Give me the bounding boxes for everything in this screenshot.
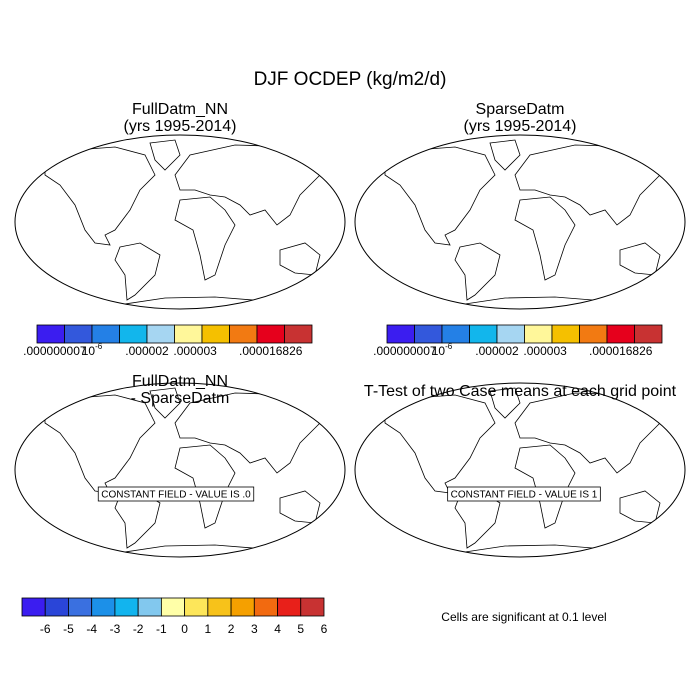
panel-title: FullDatm_NN — [132, 373, 228, 390]
colorbar-box — [119, 324, 148, 344]
colorbar-label: 5 — [297, 622, 304, 636]
colorbar-box — [253, 597, 278, 617]
colorbar-box — [300, 597, 325, 617]
colorbar-box — [44, 597, 69, 617]
colorbar-label: 3 — [251, 622, 258, 636]
panel-title: FullDatm_NN — [132, 101, 228, 118]
colorbar-label: .000000007 — [23, 344, 87, 358]
panel-title: (yrs 1995-2014) — [124, 118, 237, 135]
colorbar-label: -2 — [133, 622, 144, 636]
colorbar-box — [146, 324, 175, 344]
colorbar-box — [91, 597, 116, 617]
colorbar-box — [551, 324, 580, 344]
map — [355, 383, 685, 557]
colorbar-box — [284, 324, 313, 344]
colorbar-box — [21, 597, 46, 617]
colorbar-label: -1 — [156, 622, 167, 636]
colorbar-box — [36, 324, 65, 344]
colorbar-box — [137, 597, 162, 617]
colorbar-box — [496, 324, 525, 344]
colorbar-box — [174, 324, 203, 344]
colorbar-box — [277, 597, 302, 617]
colorbar-label: .000003 — [523, 344, 567, 358]
colorbar-label: .000003 — [173, 344, 217, 358]
panel-title: SparseDatm — [476, 101, 565, 118]
colorbar-label: 6 — [321, 622, 328, 636]
note: CONSTANT FIELD - VALUE IS 1 — [451, 490, 598, 501]
colorbar-box — [386, 324, 415, 344]
colorbar-box — [469, 324, 498, 344]
panel-title: (yrs 1995-2014) — [464, 118, 577, 135]
colorbar-label: 2 — [228, 622, 235, 636]
note-box — [97, 486, 255, 502]
colorbar-box — [256, 324, 285, 344]
colorbar-label: 0 — [181, 622, 188, 636]
significance-note: Cells are significant at 0.1 level — [441, 610, 606, 624]
colorbar-box — [524, 324, 553, 344]
colorbar-box — [64, 324, 93, 344]
colorbar-label: -6 — [40, 622, 51, 636]
figure-title: DJF OCDEP (kg/m2/d) — [254, 69, 447, 90]
colorbar-box — [114, 597, 139, 617]
colorbar-box — [184, 597, 209, 617]
colorbar-label: .000002 — [475, 344, 519, 358]
note-box — [447, 486, 601, 502]
colorbar-label: -3 — [110, 622, 121, 636]
label-base: 10 — [432, 344, 446, 358]
colorbar-box — [414, 324, 443, 344]
colorbar-box — [207, 597, 232, 617]
map — [355, 135, 685, 309]
panel-title: T-Test of two Case means at each grid po… — [364, 383, 677, 400]
colorbar-label: 10-6 — [432, 342, 453, 358]
colorbar-label: 1 — [205, 622, 212, 636]
colorbar-box — [201, 324, 230, 344]
colorbar-box — [91, 324, 120, 344]
map — [15, 135, 345, 309]
colorbar-box — [68, 597, 93, 617]
colorbar-box — [229, 324, 258, 344]
map — [15, 383, 345, 557]
colorbar-label: 10-6 — [82, 342, 103, 358]
label-exponent: -6 — [95, 342, 103, 351]
label-exponent: -6 — [445, 342, 453, 351]
colorbar-box — [579, 324, 608, 344]
note: CONSTANT FIELD - VALUE IS .0 — [101, 490, 251, 501]
colorbar-label: -4 — [86, 622, 97, 636]
label-base: 10 — [82, 344, 96, 358]
colorbar-label: -5 — [63, 622, 74, 636]
colorbar-label: 4 — [274, 622, 281, 636]
colorbar-box — [230, 597, 255, 617]
colorbar-label: .000016826 — [589, 344, 653, 358]
colorbar-label: .000000007 — [373, 344, 437, 358]
colorbar-label: .000016826 — [239, 344, 303, 358]
colorbar-label: .000002 — [125, 344, 169, 358]
panel-title: - SparseDatm — [131, 390, 230, 407]
colorbar-box — [634, 324, 663, 344]
colorbar-box — [160, 597, 186, 617]
colorbar-box — [441, 324, 470, 344]
colorbar-box — [606, 324, 635, 344]
